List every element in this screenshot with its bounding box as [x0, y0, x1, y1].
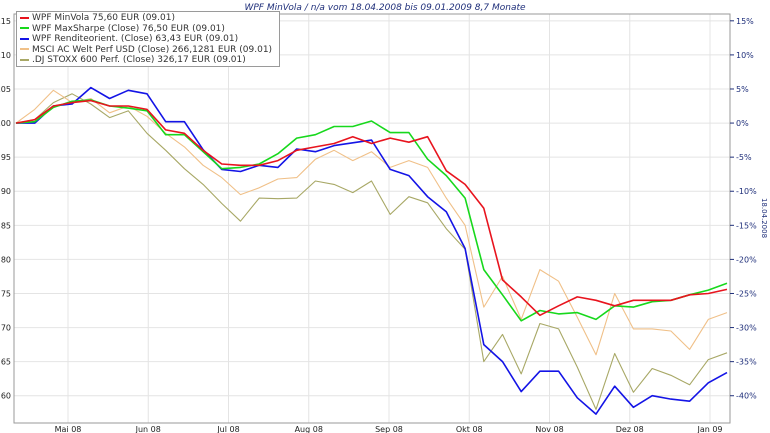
plot-frame: [13, 13, 731, 424]
legend-swatch: [20, 48, 29, 50]
series-line-0: [15, 99, 728, 317]
x-tick-label: Nov 08: [535, 425, 563, 433]
legend-label: MSCI AC Welt Perf USD (Close) 266,1281 E…: [32, 44, 273, 55]
series-line-1: [15, 99, 728, 322]
series-line-3: [15, 89, 728, 356]
legend: WPF MinVola 75,60 EUR (09.01) WPF MaxShar…: [16, 11, 280, 67]
x-tick-label: Jul 08: [216, 425, 239, 433]
y-tick-label: 115: [0, 17, 11, 26]
legend-item: .DJ STOXX 600 Perf. (Close) 326,17 EUR (…: [17, 55, 246, 65]
right-tick-label: -10%: [736, 187, 757, 196]
series-line-4: [15, 93, 728, 410]
legend-swatch: [20, 58, 29, 61]
right-tick-label: 15%: [736, 17, 754, 26]
x-tick-label: Dez 08: [616, 425, 644, 433]
legend-item: MSCI AC Welt Perf USD (Close) 266,1281 E…: [17, 45, 272, 55]
x-tick-label: Mai 08: [55, 425, 82, 433]
y-tick-label: 80: [1, 255, 11, 264]
legend-item: WPF MaxSharpe (Close) 76,50 EUR (09.01): [17, 24, 225, 34]
right-tick-label: 5%: [736, 85, 749, 94]
legend-label: WPF MaxSharpe (Close) 76,50 EUR (09.01): [32, 23, 225, 34]
series-line-2: [16, 86, 728, 415]
gridlines: [14, 14, 730, 423]
right-tick-label: -5%: [736, 153, 752, 162]
y-tick-label: 105: [0, 85, 11, 94]
right-tick-label: -20%: [736, 255, 757, 264]
x-tick-label: Jan 09: [696, 425, 722, 433]
y-tick-label: 95: [1, 153, 11, 162]
axis-ticks: 115 110 105 100 95 90 85 80 75 70 65 60 15% 10% 5% 0% -5…: [0, 17, 757, 433]
legend-item: WPF Renditeorient. (Close) 63,43 EUR (09…: [17, 34, 238, 44]
right-tick-label: -25%: [736, 289, 757, 298]
legend-item: WPF MinVola 75,60 EUR (09.01): [17, 13, 175, 23]
legend-label: .DJ STOXX 600 Perf. (Close) 326,17 EUR (…: [32, 55, 246, 65]
right-axis-label: 18.04.2008: [760, 198, 768, 238]
right-tick-label: -15%: [736, 221, 757, 230]
right-tick-label: 10%: [736, 51, 754, 60]
legend-swatch: [20, 37, 29, 40]
right-tick-label: 0%: [736, 119, 749, 128]
legend-label: WPF MinVola 75,60 EUR (09.01): [32, 13, 175, 23]
y-tick-label: 100: [0, 119, 11, 128]
x-tick-label: Jun 08: [135, 425, 161, 433]
y-tick-label: 65: [1, 358, 11, 367]
chart-title: WPF MinVola / n/a vom 18.04.2008 bis 09.…: [244, 3, 526, 13]
right-tick-label: -35%: [736, 358, 757, 367]
legend-swatch: [20, 27, 29, 29]
right-tick-label: -30%: [736, 324, 757, 333]
legend-label: WPF Renditeorient. (Close) 63,43 EUR (09…: [32, 34, 239, 44]
y-tick-label: 90: [1, 187, 11, 196]
y-tick-label: 60: [1, 392, 11, 401]
x-tick-label: Sep 08: [375, 425, 403, 433]
right-tick-label: -40%: [736, 392, 757, 401]
y-tick-label: 75: [1, 289, 11, 298]
legend-swatch: [20, 16, 29, 19]
y-tick-label: 70: [1, 324, 11, 333]
y-tick-label: 85: [1, 221, 11, 230]
y-tick-label: 110: [0, 51, 11, 60]
x-tick-label: Okt 08: [456, 425, 483, 433]
series-lines: [15, 86, 728, 415]
x-tick-label: Aug 08: [295, 425, 323, 433]
